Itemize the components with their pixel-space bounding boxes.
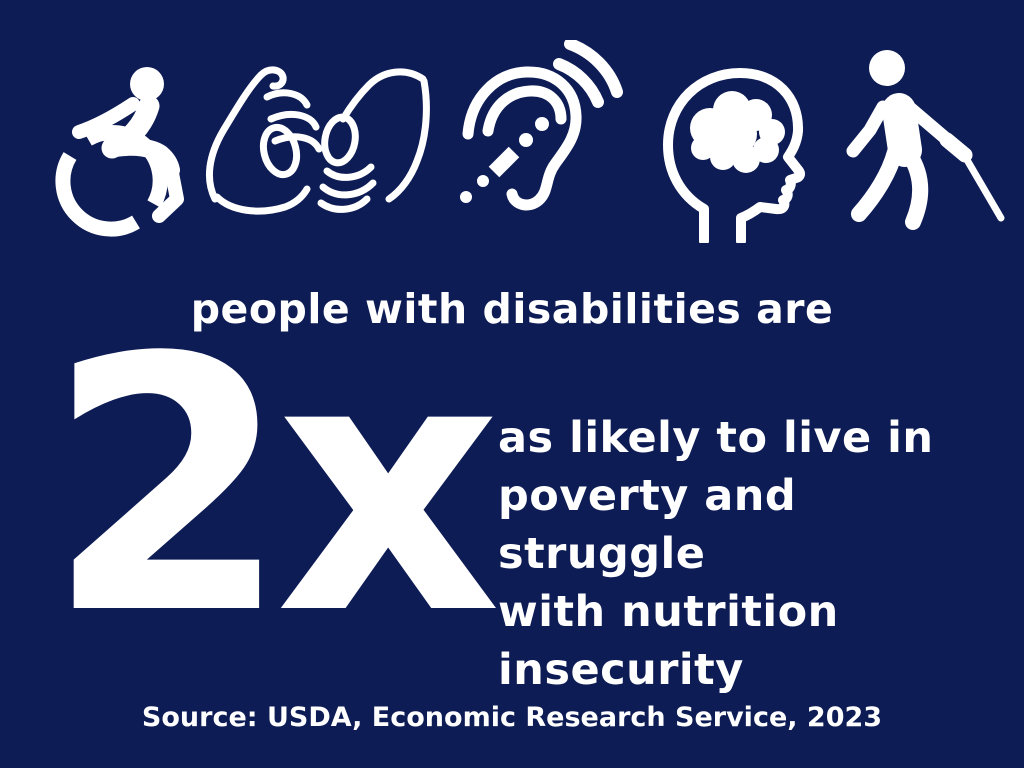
- cognitive-disability-icon: [647, 52, 813, 243]
- sign-language-icon: [203, 66, 430, 222]
- stat-description-line: poverty and struggle: [498, 471, 797, 579]
- assistive-listening-icon: [458, 40, 635, 227]
- stat-description: as likely to live in poverty and struggl…: [498, 409, 998, 699]
- stat-description-line: insecurity: [498, 645, 744, 695]
- headline-text: people with disabilities are: [190, 285, 834, 333]
- stat-description-line: as likely to live in: [498, 413, 934, 463]
- blind-person-cane-icon: [843, 48, 1005, 232]
- brain-shape: [690, 91, 785, 173]
- source-attribution: Source: USDA, Economic Research Service,…: [141, 702, 883, 733]
- stat-description-line: with nutrition: [498, 587, 839, 637]
- stat-multiplier: 2x: [46, 283, 501, 691]
- wheelchair-accessibility-icon: [55, 66, 207, 246]
